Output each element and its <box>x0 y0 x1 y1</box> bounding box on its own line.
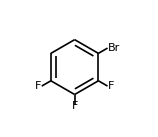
Text: Br: Br <box>108 43 120 53</box>
Text: F: F <box>35 81 41 91</box>
Text: F: F <box>71 101 78 111</box>
Text: F: F <box>108 81 114 91</box>
